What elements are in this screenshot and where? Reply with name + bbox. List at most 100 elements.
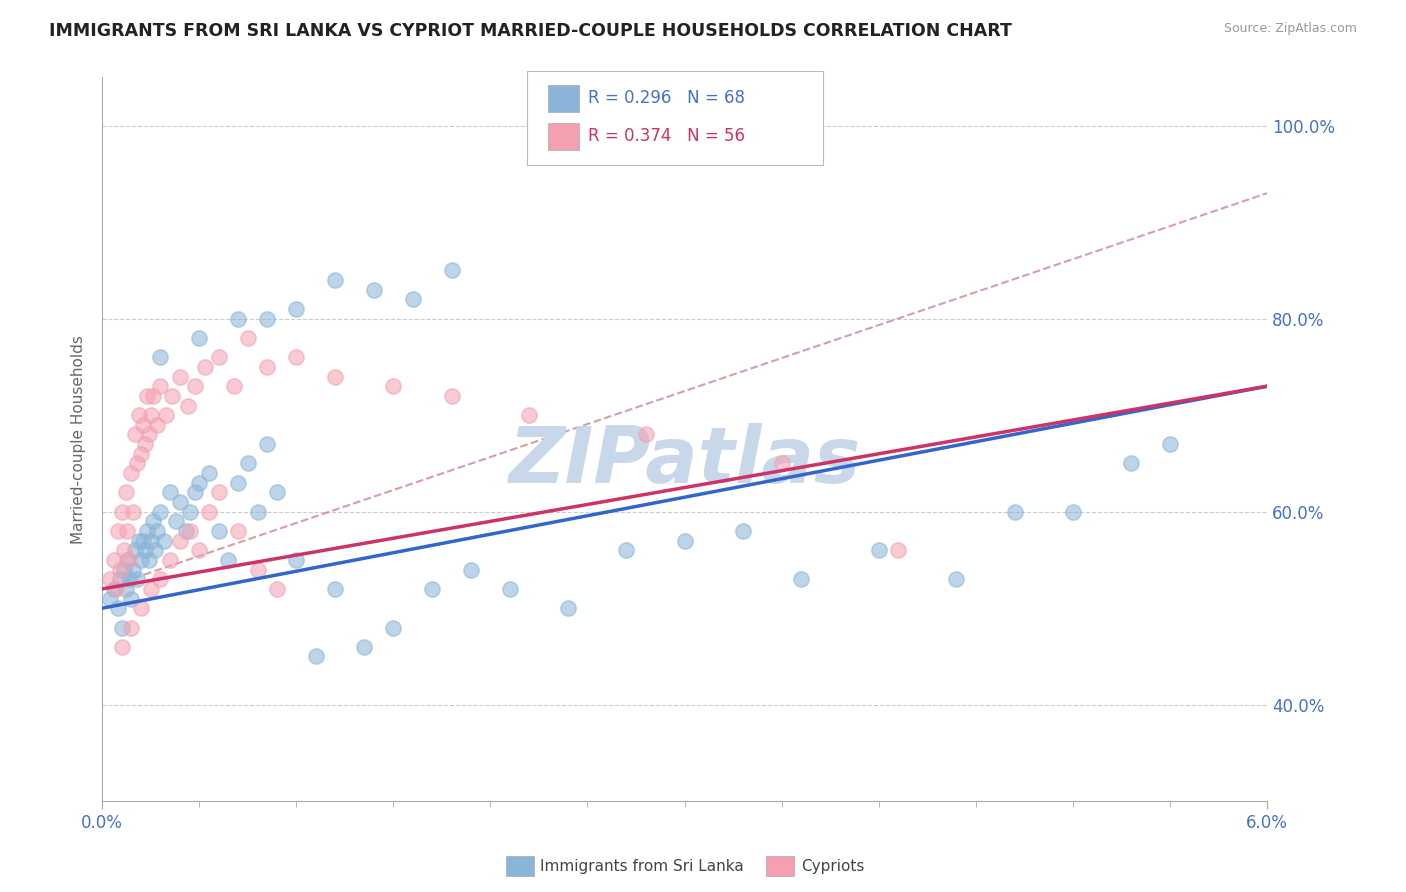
Point [285,553,308,567]
Point [139,582,162,596]
Point [188,331,211,345]
Point [127,572,149,586]
Point [176,399,198,413]
Point [188,543,211,558]
Point [1159,437,1181,451]
Point [139,533,162,548]
Point [382,379,405,393]
Point [129,601,152,615]
Point [149,505,172,519]
Point [226,475,249,490]
Point [143,543,166,558]
Point [127,457,149,471]
Point [226,524,249,538]
Point [945,572,967,586]
Point [517,408,540,422]
Point [129,447,152,461]
Point [132,417,155,432]
Text: Cypriots: Cypriots [801,859,865,873]
Point [402,293,425,307]
Point [420,582,443,596]
Text: IMMIGRANTS FROM SRI LANKA VS CYPRIOT MARRIED-COUPLE HOUSEHOLDS CORRELATION CHART: IMMIGRANTS FROM SRI LANKA VS CYPRIOT MAR… [49,22,1012,40]
Point [673,533,696,548]
Point [103,582,125,596]
Point [194,359,217,374]
Point [122,563,145,577]
Point [184,485,207,500]
Point [499,582,522,596]
Point [142,389,165,403]
Point [208,524,231,538]
Point [184,379,207,393]
Point [117,524,139,538]
Point [128,408,150,422]
Point [135,389,157,403]
Point [887,543,910,558]
Point [208,485,231,500]
Point [169,533,191,548]
Point [135,524,157,538]
Point [198,505,221,519]
Point [124,427,146,442]
Point [134,543,156,558]
Point [614,543,637,558]
Point [236,331,259,345]
Y-axis label: Married-couple Households: Married-couple Households [72,334,86,544]
Point [256,437,278,451]
Point [112,563,135,577]
Point [179,505,201,519]
Point [285,301,308,316]
Point [118,572,141,586]
Point [440,263,463,277]
Point [107,601,129,615]
Point [112,543,135,558]
Point [120,620,142,634]
Point [111,505,134,519]
Point [188,475,211,490]
Point [103,553,125,567]
Point [790,572,813,586]
Point [118,553,141,567]
Point [153,533,176,548]
Point [1119,457,1142,471]
Point [160,389,183,403]
Point [460,563,482,577]
Point [104,582,127,596]
Point [179,524,201,538]
Point [98,591,121,606]
Point [155,408,177,422]
Point [226,311,249,326]
Point [224,379,246,393]
Point [285,351,308,365]
Point [770,457,793,471]
Point [174,524,197,538]
Point [120,591,142,606]
Point [256,311,278,326]
Point [382,620,405,634]
Point [731,524,754,538]
Point [139,408,162,422]
Point [1062,505,1084,519]
Point [114,485,136,500]
Text: Source: ZipAtlas.com: Source: ZipAtlas.com [1223,22,1357,36]
Text: ZIPatlas: ZIPatlas [509,423,860,499]
Point [159,553,181,567]
Text: R = 0.374   N = 56: R = 0.374 N = 56 [588,128,745,145]
Point [1004,505,1026,519]
Point [236,457,259,471]
Point [634,427,657,442]
Point [124,543,146,558]
Point [149,572,172,586]
Point [246,563,269,577]
Point [107,524,129,538]
Point [323,369,346,384]
Point [159,485,181,500]
Point [305,649,328,664]
Point [134,437,156,451]
Point [98,572,121,586]
Point [440,389,463,403]
Point [256,359,278,374]
Point [246,505,269,519]
Point [108,563,131,577]
Point [142,514,165,528]
